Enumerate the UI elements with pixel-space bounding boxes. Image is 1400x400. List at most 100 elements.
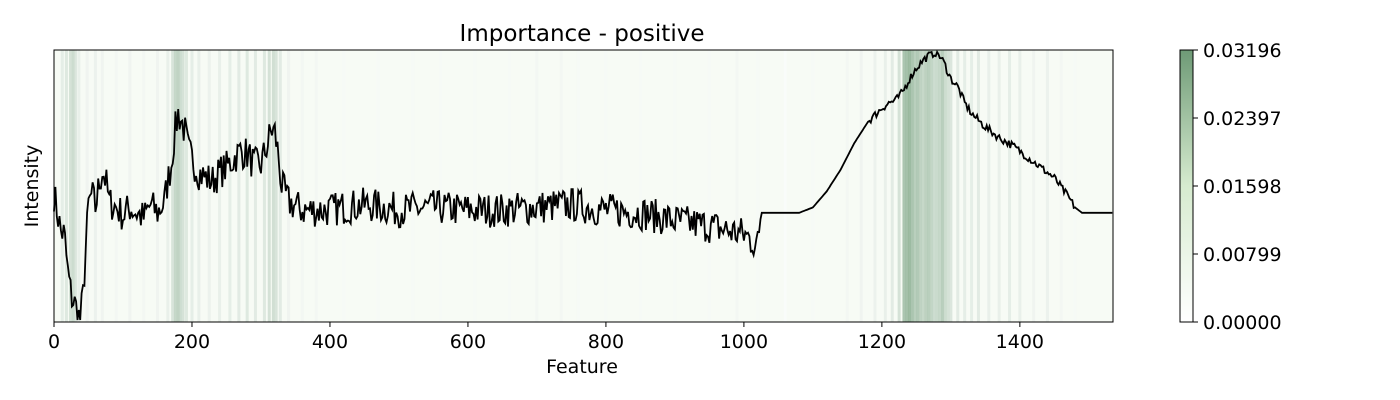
heatmap-bands [60, 50, 1077, 322]
importance-band [237, 50, 241, 322]
importance-band [176, 50, 180, 322]
importance-band [943, 50, 947, 322]
importance-band [507, 50, 511, 322]
importance-band [100, 50, 104, 322]
x-tick-label: 200 [174, 331, 210, 353]
importance-band [267, 50, 271, 322]
importance-band [845, 50, 849, 322]
importance-band [271, 50, 275, 322]
importance-band [707, 50, 711, 322]
y-axis-label: Intensity [21, 145, 43, 228]
colorbar-tick-label: 0.02397 [1203, 108, 1282, 130]
importance-band [902, 50, 906, 322]
colorbar-tick-label: 0.01598 [1203, 176, 1282, 198]
importance-band [559, 50, 563, 322]
importance-band [576, 50, 580, 322]
importance-band [997, 50, 1001, 322]
importance-band [897, 50, 901, 322]
importance-band [262, 50, 266, 322]
plot-background [54, 50, 1113, 322]
importance-band [181, 50, 185, 322]
importance-band [64, 50, 68, 322]
importance-band [910, 50, 914, 322]
importance-band [85, 50, 89, 322]
x-axis: 0 200 400 600 800 1000 1200 1400 [48, 322, 1044, 353]
importance-band [253, 50, 257, 322]
importance-band [1045, 50, 1049, 322]
importance-band [873, 50, 877, 322]
chart-title: Importance - positive [460, 21, 705, 47]
importance-band [913, 50, 917, 322]
intensity-line [53, 49, 1113, 321]
importance-band [905, 50, 909, 322]
importance-band [919, 50, 923, 322]
importance-band [949, 50, 953, 322]
importance-band [735, 50, 739, 322]
importance-band [376, 50, 380, 322]
importance-band [245, 50, 249, 322]
importance-band [342, 50, 346, 322]
x-tick-label: 800 [588, 331, 624, 353]
importance-band [77, 50, 81, 322]
importance-band [114, 50, 118, 322]
colorbar-tick-label: 0.03196 [1203, 40, 1282, 62]
importance-band [938, 50, 942, 322]
importance-band [314, 50, 318, 322]
importance-band [128, 50, 132, 322]
importance-band [890, 50, 894, 322]
importance-band [274, 50, 278, 322]
importance-band [638, 50, 642, 322]
colorbar: 0.00000 0.00799 0.01598 0.02397 0.03196 [1179, 40, 1282, 334]
importance-band [976, 50, 980, 322]
importance-band [956, 50, 960, 322]
importance-band [69, 50, 73, 322]
importance-band [438, 50, 442, 322]
x-axis-label: Feature [546, 356, 618, 378]
x-tick-label: 1000 [720, 331, 768, 353]
x-tick-label: 400 [312, 331, 348, 353]
importance-band [935, 50, 939, 322]
importance-band [287, 50, 291, 322]
colorbar-tick-label: 0.00799 [1203, 244, 1282, 266]
importance-band [93, 50, 97, 322]
importance-band [946, 50, 950, 322]
x-tick-label: 1400 [996, 331, 1044, 353]
importance-band [1018, 50, 1022, 322]
importance-band [300, 50, 304, 322]
importance-band [970, 50, 974, 322]
importance-band [473, 50, 477, 322]
importance-band [811, 50, 815, 322]
importance-band [941, 50, 945, 322]
importance-band [178, 50, 182, 322]
importance-band [673, 50, 677, 322]
importance-band [535, 50, 539, 322]
importance-band [927, 50, 931, 322]
importance-band [987, 50, 991, 322]
importance-band [155, 50, 159, 322]
importance-band [171, 50, 175, 322]
importance-band [173, 50, 177, 322]
importance-band [756, 50, 760, 322]
plot-area [53, 49, 1114, 323]
colorbar-tick-label: 0.00000 [1203, 312, 1282, 334]
importance-band [916, 50, 920, 322]
importance-band [932, 50, 936, 322]
importance-band [1032, 50, 1036, 322]
importance-band [924, 50, 928, 322]
x-tick-label: 0 [48, 331, 60, 353]
importance-band [142, 50, 146, 322]
importance-band [859, 50, 863, 322]
importance-band [411, 50, 415, 322]
importance-band [60, 50, 64, 322]
plot-frame [53, 49, 1114, 323]
importance-band [883, 50, 887, 322]
importance-band [604, 50, 608, 322]
importance-band [1073, 50, 1077, 322]
importance-band [1008, 50, 1012, 322]
importance-band [930, 50, 934, 322]
importance-band [184, 50, 188, 322]
importance-band [73, 50, 77, 322]
colorbar-ticks: 0.00000 0.00799 0.01598 0.02397 0.03196 [1193, 40, 1282, 334]
x-tick-label: 600 [450, 331, 486, 353]
importance-band [190, 50, 194, 322]
